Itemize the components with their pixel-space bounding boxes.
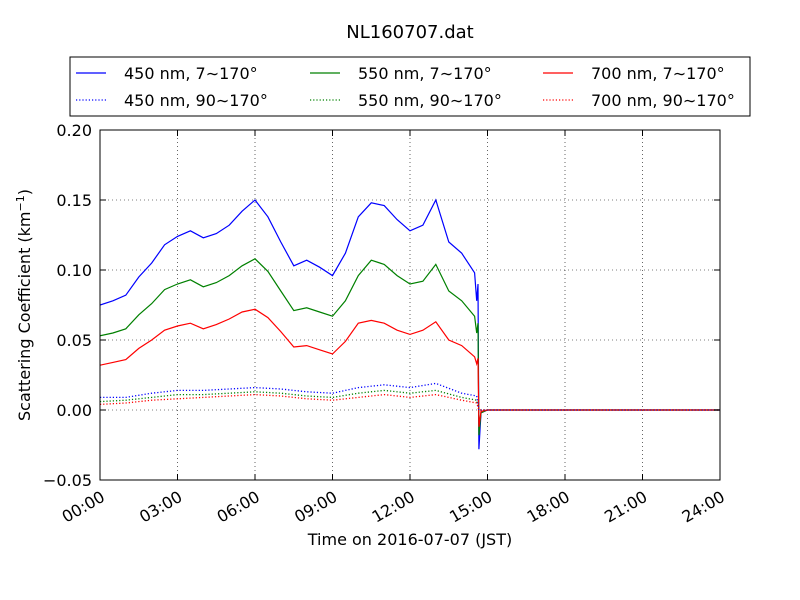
legend-label: 700 nm, 90∼170° — [591, 91, 735, 110]
x-tick-label: 00:00 — [59, 487, 108, 527]
y-tick-label: −0.05 — [43, 471, 92, 490]
legend-label: 550 nm, 90∼170° — [358, 91, 502, 110]
y-axis: −0.05 0.00 0.05 0.10 0.15 0.20 — [43, 121, 720, 490]
plot-area — [100, 198, 720, 450]
x-tick-label: 06:00 — [214, 487, 263, 527]
x-tick-label: 03:00 — [136, 487, 185, 527]
legend-label: 450 nm, 7∼170° — [124, 64, 258, 83]
legend-frame — [69, 56, 751, 117]
y-tick-label: 0.20 — [56, 121, 92, 140]
legend-label: 550 nm, 7∼170° — [358, 64, 492, 83]
y-axis-label-exponent: −1 — [14, 195, 27, 211]
series-line-1 — [100, 258, 720, 436]
y-tick-label: 0.00 — [56, 401, 92, 420]
series-line-2 — [100, 308, 720, 427]
x-tick-label: 09:00 — [291, 487, 340, 527]
series-line-4 — [100, 389, 720, 411]
y-axis-label: Scattering Coefficient (km−1) — [14, 189, 34, 421]
y-axis-label-close: ) — [15, 189, 34, 195]
chart-title: NL160707.dat — [346, 22, 473, 43]
series-line-3 — [100, 382, 720, 411]
legend: 450 nm, 7∼170° 550 nm, 7∼170° 700 nm, 7∼17… — [69, 56, 751, 117]
grid — [99, 129, 721, 481]
legend-label: 700 nm, 7∼170° — [591, 64, 725, 83]
y-axis-label-text: Scattering Coefficient (km — [15, 211, 34, 421]
legend-label: 450 nm, 90∼170° — [124, 91, 268, 110]
x-tick-label: 21:00 — [601, 487, 650, 527]
x-tick-label: 12:00 — [369, 487, 418, 527]
series-line-0 — [100, 198, 720, 450]
x-tick-label: 24:00 — [679, 487, 728, 527]
x-axis-label: Time on 2016-07-07 (JST) — [307, 530, 512, 549]
y-tick-label: 0.10 — [56, 261, 92, 280]
y-tick-label: 0.05 — [56, 331, 92, 350]
x-tick-label: 15:00 — [446, 487, 495, 527]
y-tick-label: 0.15 — [56, 191, 92, 210]
x-tick-label: 18:00 — [524, 487, 573, 527]
